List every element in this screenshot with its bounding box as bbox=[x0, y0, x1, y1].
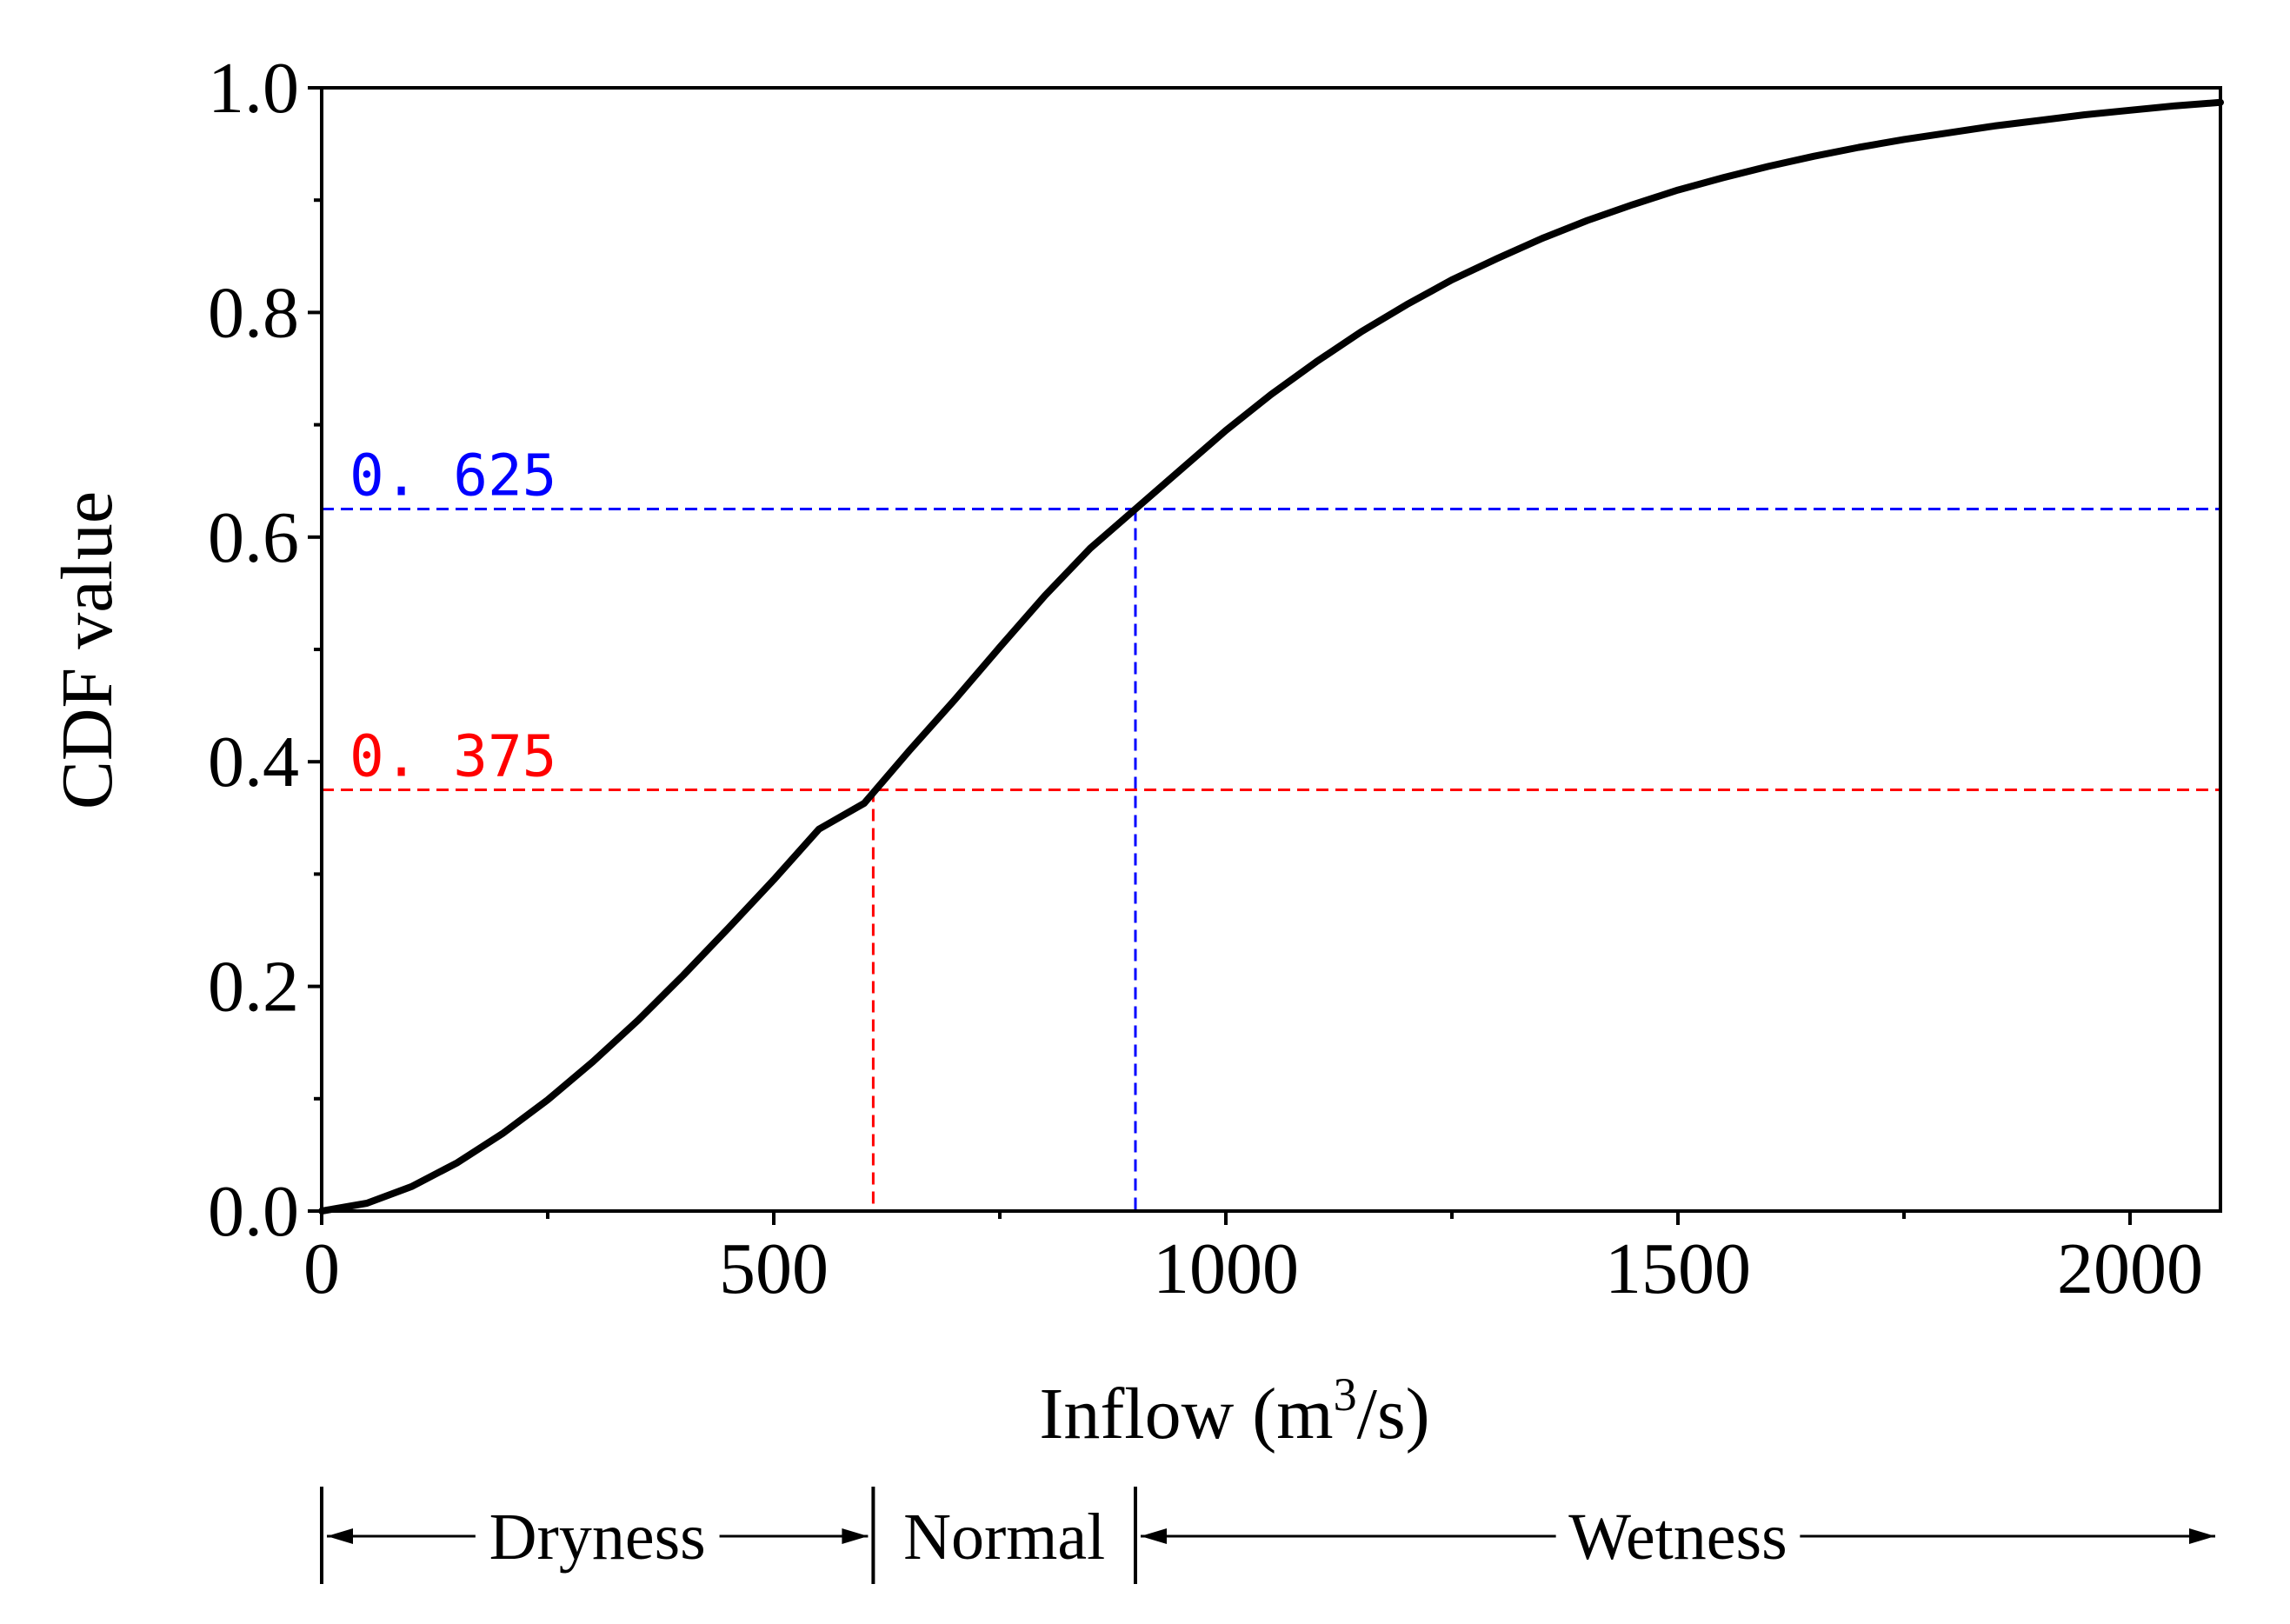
reference-lines bbox=[322, 508, 2220, 1211]
y-tick-label: 1.0 bbox=[208, 48, 299, 129]
x-tick-label: 2000 bbox=[2057, 1228, 2203, 1309]
x-axis-label-main: Inflow (m bbox=[1039, 1374, 1333, 1454]
x-axis-label-tail: /s) bbox=[1357, 1374, 1430, 1454]
region-arrow-head bbox=[2189, 1528, 2215, 1544]
x-tick-label: 1000 bbox=[1153, 1228, 1299, 1309]
axis-tick-labels: 0 500 1000 1500 2000 0.0 0.2 0.4 0.6 0.8 1.0 bbox=[208, 48, 2203, 1309]
region-arrow-head bbox=[1141, 1528, 1167, 1544]
axis-ticks bbox=[308, 86, 2132, 1225]
y-tick-label: 0.4 bbox=[208, 722, 299, 802]
region-label-dryness: Dryness bbox=[489, 1501, 706, 1574]
region-label-wetness: Wetness bbox=[1568, 1501, 1787, 1574]
x-tick-label: 0 bbox=[303, 1228, 340, 1309]
y-tick-label: 0.8 bbox=[208, 272, 299, 353]
x-tick-label: 1500 bbox=[1605, 1228, 1751, 1309]
regions-bar: Dryness Normal Wetness bbox=[320, 1487, 2215, 1584]
y-tick-label: 0.2 bbox=[208, 947, 299, 1028]
ref-label-1: 0. 375 bbox=[349, 723, 556, 790]
y-axis-label: CDF value bbox=[47, 491, 128, 809]
y-tick-label: 0.6 bbox=[208, 497, 299, 578]
ref-label-0: 0. 625 bbox=[349, 443, 556, 509]
x-axis-label: Inflow (m3/s) bbox=[1039, 1368, 1429, 1454]
plot-frame bbox=[320, 86, 2222, 1213]
region-arrow-head bbox=[327, 1528, 353, 1544]
series-layer bbox=[318, 98, 2224, 1215]
reference-labels: 0. 625 0. 375 bbox=[349, 443, 556, 790]
series-line-0 bbox=[318, 98, 2224, 1215]
region-label-normal: Normal bbox=[903, 1501, 1105, 1574]
region-arrow-head bbox=[842, 1528, 869, 1544]
y-tick-label: 0.0 bbox=[208, 1171, 299, 1252]
x-tick-label: 500 bbox=[719, 1228, 829, 1309]
x-axis-label-sup: 3 bbox=[1334, 1368, 1357, 1421]
